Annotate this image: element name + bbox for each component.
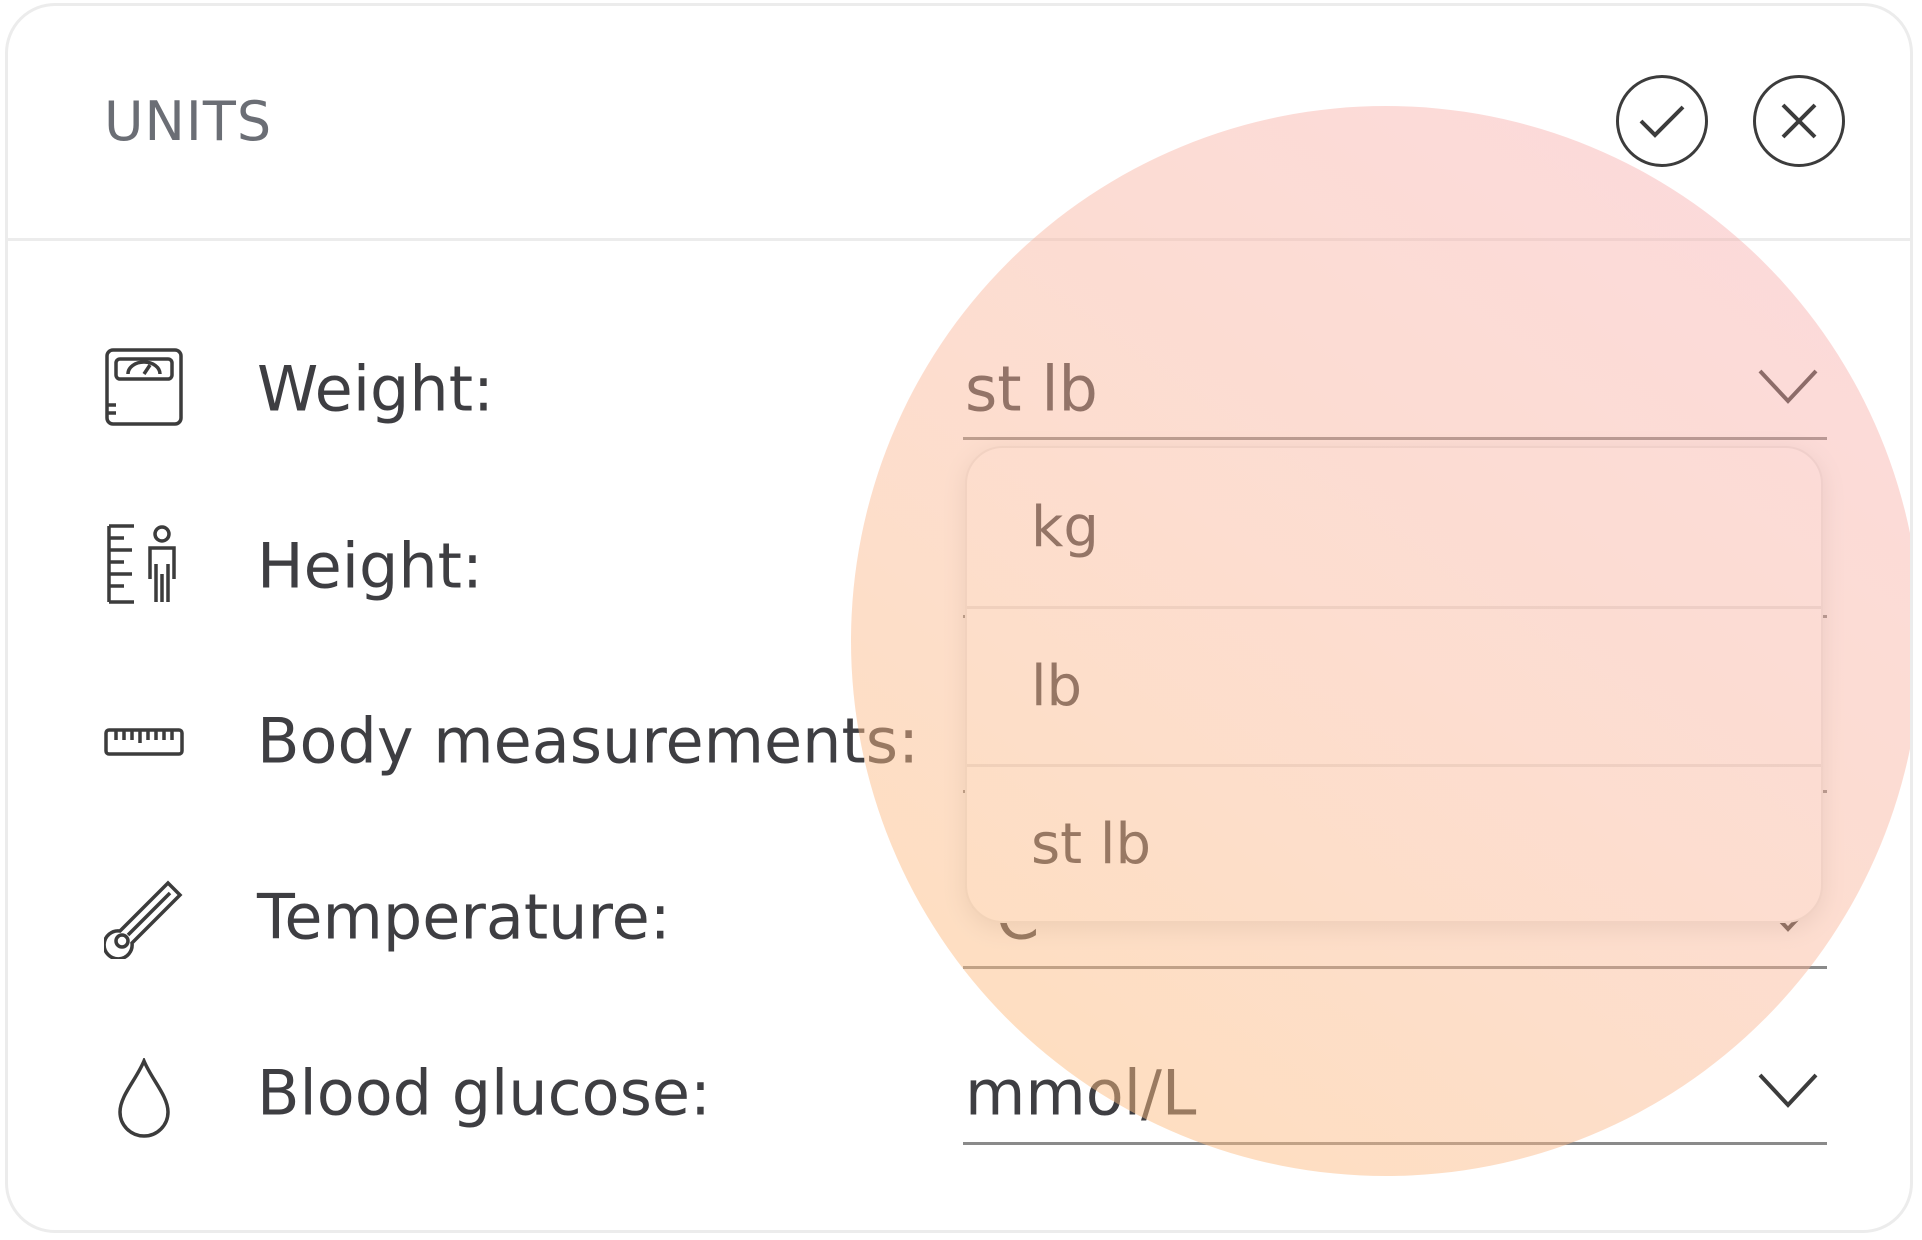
weight-icon xyxy=(105,348,183,426)
select-underline xyxy=(963,966,1827,969)
glucose-icon xyxy=(118,1058,170,1138)
select-underline xyxy=(963,437,1827,440)
header-divider xyxy=(8,238,1910,241)
dropdown-option[interactable]: st lb xyxy=(967,764,1821,921)
height-icon xyxy=(107,524,176,604)
ruler-icon xyxy=(104,728,184,756)
select-value[interactable]: mmol/L xyxy=(965,1056,1197,1130)
dropdown-option[interactable]: kg xyxy=(1031,494,1099,560)
row-label: Weight: xyxy=(257,352,494,426)
dialog-title: UNITS xyxy=(104,90,273,153)
units-dialog: UNITS Weight: Height: Body measurements:… xyxy=(5,3,1913,1233)
row-label: Body measurements: xyxy=(257,704,919,778)
dropdown-option[interactable]: lb xyxy=(967,606,1821,764)
close-button[interactable] xyxy=(1753,75,1845,167)
dropdown-menu: kg lb st lb xyxy=(965,446,1823,923)
thermometer-icon xyxy=(104,880,183,959)
row-label: Height: xyxy=(257,529,483,603)
chevron[interactable] xyxy=(1757,1072,1819,1110)
confirm-button[interactable] xyxy=(1616,75,1708,167)
check-icon xyxy=(1639,105,1685,138)
chevron[interactable] xyxy=(1757,368,1819,406)
close-icon xyxy=(1781,103,1817,139)
select-underline xyxy=(963,1142,1827,1145)
select-value[interactable]: st lb xyxy=(965,352,1098,426)
row-label: Blood glucose: xyxy=(257,1056,711,1130)
row-label: Temperature: xyxy=(257,880,671,954)
